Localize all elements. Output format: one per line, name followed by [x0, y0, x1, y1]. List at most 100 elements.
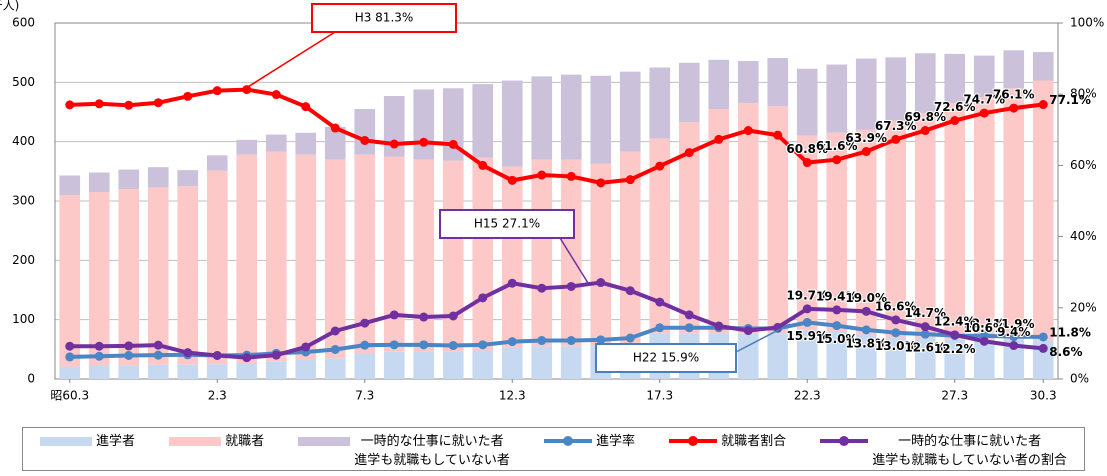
y-tick-label: 0	[27, 372, 35, 386]
y2-tick-label: 0%	[1070, 372, 1089, 386]
bar	[708, 59, 730, 110]
point	[596, 178, 606, 188]
bar	[1003, 88, 1025, 340]
data-label: 63.9%	[845, 131, 887, 145]
point	[1009, 103, 1019, 113]
point	[212, 351, 222, 361]
point	[507, 337, 517, 347]
point	[596, 278, 606, 288]
point	[389, 340, 399, 350]
bar	[206, 170, 228, 365]
bar	[354, 109, 376, 155]
bar	[236, 139, 258, 155]
bar	[973, 339, 995, 379]
bar	[177, 364, 199, 379]
point	[920, 126, 930, 136]
bar	[442, 160, 464, 352]
data-label: 8.6%	[1049, 345, 1082, 359]
legend-bar	[298, 437, 351, 446]
bar	[295, 154, 317, 361]
point	[625, 333, 635, 343]
x-tick-label: 27.3	[941, 389, 968, 403]
point	[94, 351, 104, 361]
bar	[501, 80, 523, 167]
bar	[885, 337, 907, 379]
point	[684, 310, 694, 320]
data-label: 74.7%	[963, 93, 1005, 107]
point	[861, 306, 871, 316]
bar	[737, 103, 759, 334]
point	[802, 317, 812, 327]
data-label: 60.8%	[786, 142, 828, 156]
bar	[767, 333, 789, 379]
data-label: 10.6%	[963, 321, 1005, 335]
legend: 進学者 就職者 一時的な仕事に就いた者 進学も就職もしていない者 進学率 就職者割合 一時…	[22, 427, 1085, 471]
point	[478, 293, 488, 303]
bar	[531, 159, 553, 347]
bar	[206, 364, 228, 379]
bar	[826, 132, 848, 332]
point	[566, 336, 576, 346]
bar	[383, 156, 405, 352]
point	[330, 344, 340, 354]
bar	[59, 175, 81, 196]
data-label: 13.8%	[845, 336, 887, 350]
bar	[885, 57, 907, 121]
y2-tick-label: 80%	[1070, 87, 1097, 101]
x-tick-label: 22.3	[794, 389, 821, 403]
bar	[944, 53, 966, 104]
data-label: 19.0%	[845, 291, 887, 305]
point	[301, 342, 311, 352]
data-label: 76.1%	[993, 88, 1035, 102]
y2-tick-label: 20%	[1070, 300, 1097, 314]
point	[301, 102, 311, 112]
legend-marker	[839, 436, 850, 446]
point	[242, 353, 252, 363]
legend-item: 一時的な仕事に就いた者 進学も就職もしていない者	[298, 432, 510, 470]
bar	[265, 361, 287, 379]
data-label: 72.6%	[934, 100, 976, 114]
bar	[413, 89, 435, 160]
point	[979, 336, 989, 346]
bar	[678, 122, 700, 334]
chart: (千人) 0 100 200 300 400 500 600 0% 20% 40% 60% 80% 10…	[0, 0, 1104, 403]
bar	[649, 138, 671, 334]
point	[891, 134, 901, 144]
bar	[796, 329, 818, 379]
bar	[147, 167, 169, 188]
y-axis-label: (千人)	[0, 0, 19, 13]
point	[360, 318, 370, 328]
point	[743, 326, 753, 336]
bar	[472, 84, 494, 158]
bar	[206, 155, 228, 171]
bar	[324, 159, 346, 359]
point	[625, 175, 635, 185]
callout-leader	[242, 31, 336, 91]
bar	[324, 126, 346, 160]
point	[360, 340, 370, 350]
y-tick-label: 200	[12, 253, 35, 267]
bar	[826, 64, 848, 133]
data-label: 77.1%	[1049, 93, 1091, 107]
series-line	[69, 87, 1044, 185]
bar	[177, 170, 199, 187]
bar	[295, 132, 317, 155]
data-label: 69.8%	[904, 110, 946, 124]
legend-swatch	[820, 436, 869, 446]
y2-tick-label: 40%	[1070, 229, 1097, 243]
bar	[442, 351, 464, 379]
y2-tick-label: 60%	[1070, 158, 1097, 172]
bar	[973, 97, 995, 340]
bar	[177, 186, 199, 365]
bar	[855, 334, 877, 379]
bar	[354, 353, 376, 379]
point	[153, 350, 163, 360]
point	[566, 171, 576, 181]
bar	[914, 338, 936, 379]
bar	[1003, 50, 1025, 89]
legend-swatch	[169, 437, 222, 446]
data-label: 13.0%	[875, 339, 917, 353]
point	[655, 323, 665, 333]
point	[1009, 341, 1019, 351]
bar	[88, 365, 110, 379]
